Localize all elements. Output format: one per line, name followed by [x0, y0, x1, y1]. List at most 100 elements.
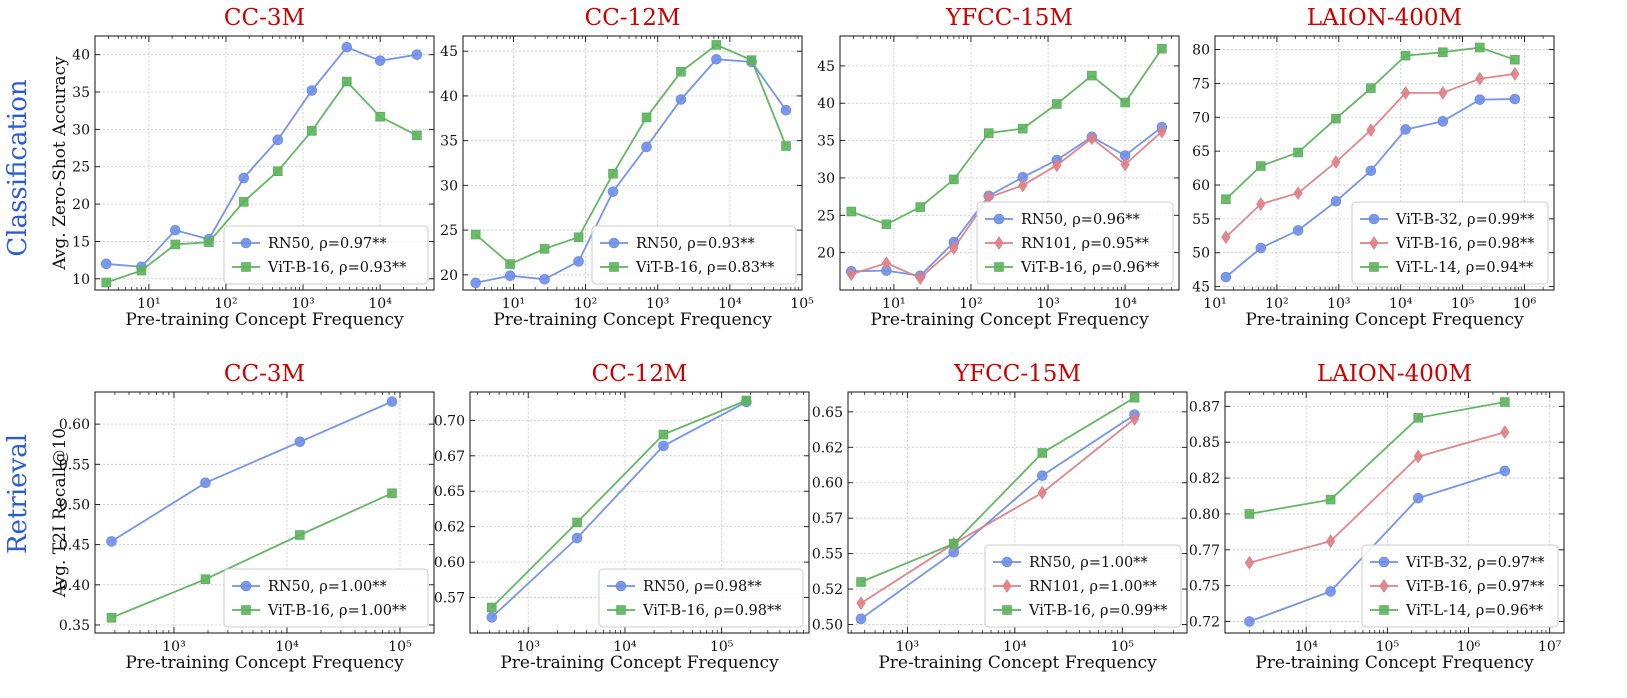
legend-label: ViT-B-16, ρ=0.96**: [1020, 260, 1160, 276]
data-point: [1510, 67, 1520, 81]
data-point: [411, 49, 423, 60]
y-tick-label: 15: [72, 234, 90, 250]
series-line: [1249, 401, 1505, 515]
data-point: [1412, 492, 1424, 504]
data-point: [641, 112, 652, 123]
plot-frame: [94, 35, 435, 291]
y-tick-label: 35: [817, 134, 835, 150]
y-tick-label: 20: [817, 246, 835, 262]
series-vit-b-16: [106, 488, 397, 623]
series-rn50: [470, 53, 792, 289]
chart-panel: CC-12M 20 25 30 35 40 45 10¹ 10² 10³ 10⁴ 10⁵ Pre-tra…: [440, 5, 814, 330]
legend-marker: [1001, 556, 1013, 568]
legend-label: RN50, ρ=0.93**: [636, 236, 755, 252]
legend: RN50, ρ=0.97** ViT-B-16, ρ=0.93**: [223, 225, 429, 285]
data-point: [607, 186, 619, 197]
panel-title: CC-3M: [224, 5, 305, 31]
series-line: [475, 43, 787, 266]
data-point: [1037, 448, 1048, 458]
x-tick-label: 10¹: [882, 296, 905, 312]
data-point: [1087, 70, 1097, 81]
y-tick-label: 40: [440, 89, 458, 105]
data-point: [1018, 178, 1028, 193]
data-point: [1052, 99, 1062, 109]
x-axis-label: Pre-training Concept Frequency: [870, 310, 1149, 330]
x-tick-label: 10⁶: [1513, 296, 1537, 312]
data-point: [1244, 616, 1255, 627]
y-tick-label: 35: [72, 85, 90, 101]
legend-marker: [993, 213, 1005, 225]
legend-marker: [994, 262, 1004, 272]
series-vit-b-16: [1221, 67, 1520, 245]
legend-box: [984, 544, 1182, 628]
x-axis-label: Pre-training Concept Frequency: [125, 310, 404, 330]
data-point: [915, 202, 926, 212]
data-point: [412, 130, 422, 141]
x-tick-label: 10⁴: [368, 296, 392, 312]
data-point: [1413, 413, 1424, 423]
y-tick-label: 55: [1192, 212, 1210, 228]
data-point: [136, 265, 147, 276]
legend-marker: [241, 605, 251, 615]
data-point: [1475, 71, 1485, 86]
data-point: [486, 612, 498, 623]
legend-marker: [1378, 556, 1390, 568]
y-tick-label: 40: [817, 96, 835, 112]
data-point: [1400, 85, 1411, 100]
x-axis-label: Pre-training Concept Frequency: [878, 653, 1157, 673]
legend-marker: [240, 580, 252, 592]
x-tick-label: 10³: [291, 296, 314, 312]
legend-box: [223, 225, 429, 285]
y-tick-label: 0.62: [812, 440, 843, 456]
data-point: [1017, 123, 1028, 134]
x-tick-label: 10⁴: [1389, 296, 1413, 312]
legend: ViT-B-32, ρ=0.99** ViT-B-16, ρ=0.98** ViT-…: [1351, 201, 1549, 285]
x-axis-label: Pre-training Concept Frequency: [125, 653, 404, 673]
y-tick-label: 0.45: [59, 538, 90, 554]
row-label-classification: Classification: [3, 79, 33, 257]
data-point: [470, 229, 481, 240]
legend-marker: [241, 262, 251, 272]
x-tick-label: 10²: [214, 296, 237, 312]
legend-marker: [1369, 236, 1379, 250]
y-tick-label: 45: [440, 44, 458, 60]
series-line: [106, 46, 418, 268]
plot-frame: [839, 35, 1180, 291]
data-point: [1413, 449, 1423, 464]
series-line: [860, 413, 1136, 620]
y-tick-label: 0.55: [812, 547, 843, 563]
data-point: [658, 440, 669, 452]
plot-frame: [94, 391, 435, 634]
plot-frame: [1214, 35, 1555, 291]
y-tick-label: 0.82: [1189, 471, 1220, 487]
y-tick-label: 0.62: [434, 520, 465, 536]
data-point: [846, 267, 856, 282]
legend-label: ViT-B-16, ρ=0.83**: [635, 260, 775, 276]
plot-frame: [462, 35, 803, 291]
y-tick-label: 0.67: [434, 449, 465, 465]
x-axis-label: Pre-training Concept Frequency: [1255, 653, 1534, 673]
series-vit-b-16: [846, 43, 1167, 230]
chart-panel: YFCC-15M 0.50 0.52 0.55 0.57 0.60 0.62 0.65 10³ 1…: [812, 361, 1188, 673]
data-point: [106, 536, 117, 547]
series-vit-b-16: [486, 395, 752, 613]
x-tick-label: 10¹: [502, 296, 525, 312]
data-point: [1438, 85, 1448, 100]
panel-title: LAION-400M: [1317, 361, 1472, 387]
data-point: [1036, 470, 1048, 481]
legend-label: ViT-B-16, ρ=0.98**: [1395, 236, 1535, 252]
data-point: [1221, 230, 1231, 245]
x-axis-label: Pre-training Concept Frequency: [1245, 310, 1524, 330]
y-tick-label: 0.65: [434, 484, 465, 500]
legend: RN50, ρ=1.00** ViT-B-16, ρ=1.00**: [223, 568, 429, 628]
legend-label: ViT-B-16, ρ=0.97**: [1405, 579, 1545, 595]
series-line: [1249, 431, 1506, 564]
data-point: [1293, 147, 1303, 158]
data-point: [846, 206, 857, 217]
legend-label: ViT-B-32, ρ=0.97**: [1405, 555, 1545, 571]
data-point: [504, 270, 516, 281]
data-point: [780, 104, 792, 116]
data-point: [1365, 165, 1377, 177]
data-point: [238, 172, 250, 184]
